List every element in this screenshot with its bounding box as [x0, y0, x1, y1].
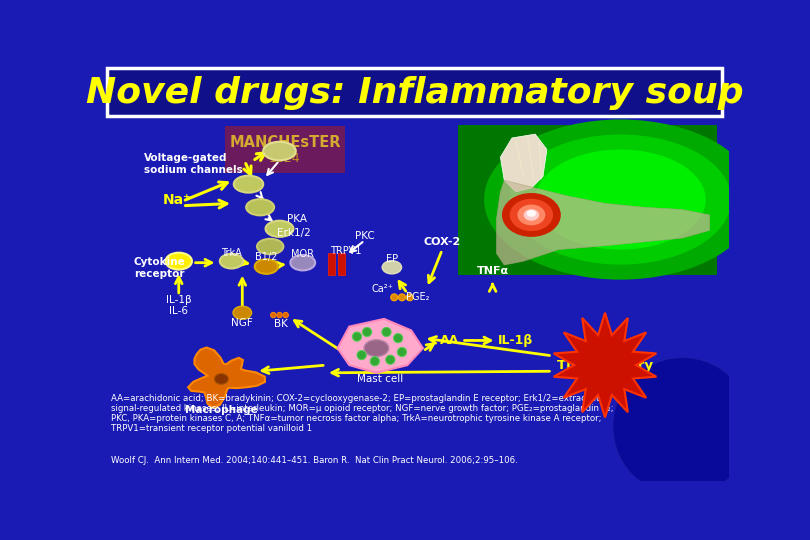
Ellipse shape	[271, 312, 276, 318]
Text: TRPV1: TRPV1	[330, 246, 361, 256]
Ellipse shape	[246, 199, 274, 215]
Polygon shape	[497, 180, 710, 265]
FancyBboxPatch shape	[225, 126, 345, 173]
Ellipse shape	[290, 255, 315, 271]
Ellipse shape	[165, 253, 192, 269]
Circle shape	[382, 327, 391, 336]
Text: Cytokine
receptor: Cytokine receptor	[134, 257, 185, 279]
Text: AA=arachidonic acid; BK=bradykinin; COX-2=cyclooxygenase-2; EP=prostaglandin E r: AA=arachidonic acid; BK=bradykinin; COX-…	[110, 394, 612, 403]
Circle shape	[386, 355, 395, 364]
Text: PKC, PKA=protein kinases C, A; TNFα=tumor necrosis factor alpha; TrkA=neurotroph: PKC, PKA=protein kinases C, A; TNFα=tumo…	[110, 414, 601, 423]
Ellipse shape	[233, 306, 252, 319]
Text: Mast cell: Mast cell	[357, 374, 403, 384]
Text: PKC: PKC	[355, 231, 374, 241]
Text: BK: BK	[274, 319, 288, 328]
Ellipse shape	[382, 261, 402, 274]
Circle shape	[352, 332, 361, 341]
Ellipse shape	[364, 340, 389, 356]
Polygon shape	[338, 319, 423, 373]
Text: PGE₂: PGE₂	[406, 292, 429, 302]
Text: TrkA: TrkA	[221, 248, 242, 258]
Text: Ca²⁺: Ca²⁺	[372, 284, 394, 294]
Ellipse shape	[502, 193, 561, 237]
Bar	[328, 253, 335, 275]
Circle shape	[370, 356, 379, 366]
Circle shape	[394, 334, 403, 343]
Ellipse shape	[535, 150, 706, 249]
Ellipse shape	[254, 259, 278, 274]
Text: TNFα: TNFα	[476, 266, 509, 276]
Text: IL-1β: IL-1β	[498, 334, 534, 347]
Text: IL-6: IL-6	[169, 306, 188, 316]
Text: Na⁺: Na⁺	[164, 193, 192, 206]
Text: MANCHEsTER: MANCHEsTER	[229, 135, 341, 150]
Text: Erk1/2: Erk1/2	[276, 228, 310, 238]
Ellipse shape	[523, 209, 539, 221]
Ellipse shape	[234, 176, 263, 193]
Text: 1824: 1824	[269, 152, 301, 165]
Text: Tissue injury: Tissue injury	[557, 359, 653, 372]
Circle shape	[357, 350, 366, 360]
Ellipse shape	[266, 221, 293, 237]
Ellipse shape	[390, 294, 398, 301]
Text: EP: EP	[386, 254, 398, 264]
Text: Macrophage: Macrophage	[185, 405, 258, 415]
Polygon shape	[501, 134, 547, 192]
Ellipse shape	[518, 205, 545, 225]
Ellipse shape	[257, 239, 283, 254]
Ellipse shape	[399, 294, 406, 301]
Ellipse shape	[484, 119, 757, 280]
Ellipse shape	[277, 312, 282, 318]
Text: B1/2: B1/2	[255, 252, 278, 262]
Text: PKA: PKA	[288, 214, 307, 224]
Text: Voltage-gated
sodium channels: Voltage-gated sodium channels	[144, 153, 243, 175]
FancyBboxPatch shape	[108, 68, 722, 116]
Text: IL-1β: IL-1β	[166, 295, 191, 305]
Ellipse shape	[215, 374, 228, 384]
Ellipse shape	[220, 254, 243, 268]
Polygon shape	[553, 313, 656, 417]
Text: AA: AA	[441, 334, 459, 347]
Circle shape	[362, 327, 372, 336]
Text: MOR: MOR	[292, 249, 314, 259]
Polygon shape	[188, 348, 265, 408]
Circle shape	[612, 357, 752, 496]
Ellipse shape	[509, 134, 731, 265]
Text: NGF: NGF	[232, 318, 254, 328]
Bar	[338, 253, 344, 275]
Ellipse shape	[509, 199, 553, 231]
Ellipse shape	[283, 312, 288, 318]
Text: TRPV1=transient receptor potential vanilloid 1: TRPV1=transient receptor potential vanil…	[110, 423, 312, 433]
Text: Woolf CJ.  Ann Intern Med. 2004;140:441–451. Baron R.  Nat Clin Pract Neurol. 20: Woolf CJ. Ann Intern Med. 2004;140:441–4…	[110, 456, 518, 465]
Ellipse shape	[526, 210, 536, 217]
Text: Novel drugs: Inflammatory soup: Novel drugs: Inflammatory soup	[86, 76, 743, 110]
Text: COX-2: COX-2	[424, 237, 461, 247]
Ellipse shape	[406, 294, 413, 301]
Circle shape	[397, 347, 407, 356]
Text: signal-regulated kinases; IL=interleukin; MOR=μ opioid receptor; NGF=nerve growt: signal-regulated kinases; IL=interleukin…	[110, 403, 613, 413]
FancyBboxPatch shape	[458, 125, 718, 275]
Ellipse shape	[263, 142, 296, 160]
